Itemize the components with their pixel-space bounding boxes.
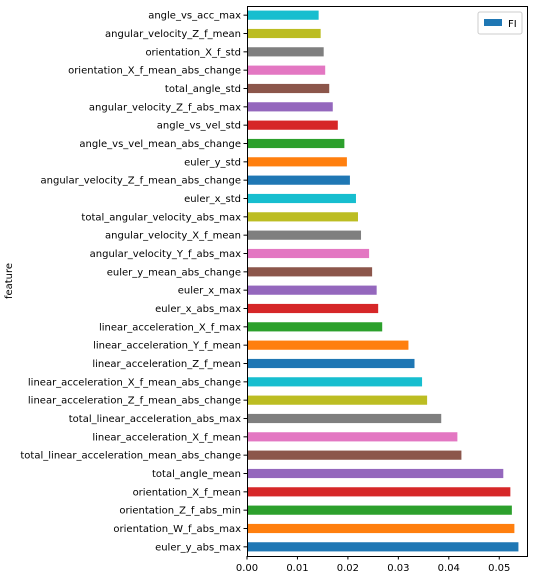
bar-total_angle_std [248,83,330,94]
y-tick-label: angular_velocity_Z_f_mean_abs_change [41,176,241,187]
y-tick-label: euler_y_std [184,157,241,168]
legend-swatch [484,19,502,26]
legend-label: FI [508,19,517,30]
y-tick-label: linear_acceleration_X_f_mean [92,432,241,443]
bar-euler_x_max [248,285,377,295]
bar-linear_acceleration_X_f_mean [248,432,458,442]
bar-total_angle_mean [248,468,504,479]
y-tick-label: angular_velocity_X_f_mean [105,231,241,242]
x-tick-label: 0.00 [236,563,258,574]
y-axis-label: feature [4,263,15,299]
x-tick-label: 0.01 [286,563,308,574]
y-tick-label: euler_y_abs_max [155,542,241,553]
x-tick-label: 0.05 [488,563,510,574]
bar-total_angular_velocity_abs_max [248,212,358,222]
y-tick-label: total_angular_velocity_abs_max [81,212,241,223]
bar-total_linear_acceleration_abs_max [248,413,442,424]
bar-orientation_Z_f_abs_min [248,505,512,515]
y-tick-label: euler_x_std [184,194,241,205]
y-tick-label: angular_velocity_Y_f_abs_max [90,249,241,260]
x-tick-label: 0.03 [387,563,409,574]
y-tick-label: total_linear_acceleration_abs_max [69,414,241,425]
y-tick-label: euler_x_max [178,286,241,297]
bar-orientation_W_f_abs_max [248,523,515,534]
y-tick-label: linear_acceleration_Z_f_mean_abs_change [28,396,241,407]
y-tick-label: angle_vs_acc_max [148,11,241,22]
y-tick-label: angular_velocity_Z_f_mean [105,29,241,40]
bar-orientation_X_f_mean [248,487,511,497]
x-axis-ticks: 0.00 0.01 0.02 0.03 0.04 0.05 [236,556,510,574]
bar-angular_velocity_Z_f_mean_abs_change [248,175,350,185]
x-tick-label: 0.04 [438,563,460,574]
bar-angle_vs_vel_std [248,120,338,130]
x-tick-label: 0.02 [337,563,359,574]
bar-linear_acceleration_Z_f_mean [248,358,415,369]
bar-linear_acceleration_X_f_max [248,322,383,332]
y-tick-label: orientation_X_f_mean [133,487,241,498]
plot-area [247,6,528,557]
y-tick-label: total_angle_std [165,84,241,95]
y-tick-label: total_angle_mean [152,469,241,480]
bar-linear_acceleration_Z_f_mean_abs_change [248,395,428,405]
bar-angular_velocity_Z_f_abs_max [248,102,333,112]
y-tick-label: angle_vs_vel_std [157,121,241,132]
bar-euler_x_abs_max [248,303,379,314]
y-tick-label: euler_y_mean_abs_change [107,267,241,278]
y-tick-label: angular_velocity_Z_f_abs_max [89,102,241,113]
axes-frame [247,6,528,557]
y-tick-label: linear_acceleration_X_f_mean_abs_change [28,377,241,388]
y-tick-label: orientation_X_f_mean_abs_change [68,66,241,77]
y-tick-label: angle_vs_vel_mean_abs_change [79,139,241,150]
y-tick-label: orientation_Z_f_abs_min [119,506,241,517]
bar-euler_y_std [248,157,347,167]
y-tick-label: linear_acceleration_Y_f_mean [93,341,241,352]
bar-linear_acceleration_X_f_mean_abs_change [248,377,423,387]
bar-angular_velocity_Z_f_mean [248,28,321,39]
bar-linear_acceleration_Y_f_mean [248,340,409,350]
y-tick-label: orientation_W_f_abs_max [113,524,241,535]
bar-angular_velocity_Y_f_abs_max [248,248,370,259]
legend: FI [477,11,523,35]
y-tick-label: linear_acceleration_Z_f_mean [92,359,241,370]
bar-euler_y_abs_max [248,542,519,552]
bar-total_linear_acceleration_mean_abs_change [248,450,462,460]
y-tick-label: total_linear_acceleration_mean_abs_chang… [20,451,241,462]
bar-angular_velocity_X_f_mean [248,230,362,240]
bars-group [248,10,519,552]
bar-euler_x_std [248,193,356,204]
y-axis-ticks: euler_y_abs_max orientation_W_f_abs_max or… [20,11,247,553]
bar-angle_vs_vel_mean_abs_change [248,138,345,149]
y-tick-label: orientation_X_f_std [145,47,241,58]
bar-euler_y_mean_abs_change [248,267,373,277]
bar-angle_vs_acc_max [248,10,319,20]
bar-orientation_X_f_std [248,47,324,57]
bar-orientation_X_f_mean_abs_change [248,65,326,75]
y-tick-label: euler_x_abs_max [155,304,241,315]
y-tick-label: linear_acceleration_X_f_max [99,322,241,333]
